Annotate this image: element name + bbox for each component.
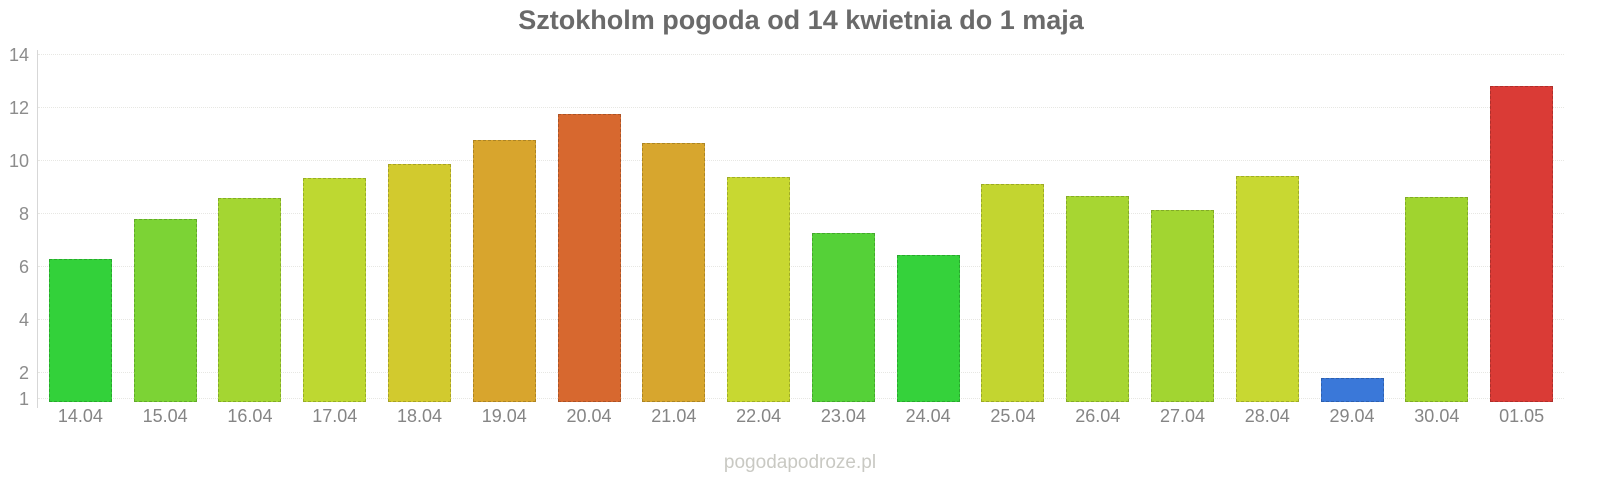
bar-16.04[interactable] — [218, 198, 282, 402]
x-axis-label-26.04: 26.04 — [1075, 406, 1121, 426]
x-axis-label-16.04: 16.04 — [227, 406, 273, 426]
bar-15.04[interactable] — [133, 219, 197, 402]
x-axis-label-22.04: 22.04 — [736, 406, 782, 426]
chart-title: Sztokholm pogoda od 14 kwietnia do 1 maj… — [518, 5, 1084, 35]
y-axis-label-2: 2 — [18, 362, 29, 383]
y-axis-line — [37, 50, 38, 408]
bar-21.04[interactable] — [642, 142, 706, 402]
x-axis-label-21.04: 21.04 — [651, 406, 697, 426]
x-axis-label-30.04: 30.04 — [1414, 406, 1460, 426]
bar-28.04[interactable] — [1235, 175, 1299, 402]
gridline-2 — [38, 371, 1564, 373]
x-axis-label-18.04: 18.04 — [396, 406, 443, 426]
bar-24.04[interactable] — [896, 255, 960, 402]
bar-25.04[interactable] — [981, 183, 1045, 402]
bar-19.04[interactable] — [472, 140, 536, 402]
gridline-8 — [38, 213, 1564, 215]
x-axis-label-23.04: 23.04 — [820, 406, 866, 426]
gridline-1 — [38, 398, 1564, 400]
bar-17.04[interactable] — [303, 178, 367, 402]
bar-27.04[interactable] — [1151, 210, 1214, 402]
x-axis-label-14.04: 14.04 — [57, 406, 103, 426]
gridline-4 — [38, 318, 1564, 320]
x-axis-label-28.04: 28.04 — [1244, 406, 1290, 426]
bar-30.04[interactable] — [1405, 196, 1469, 402]
gridline-14 — [38, 54, 1564, 56]
y-axis-label-12: 12 — [8, 98, 29, 119]
bar-20.04[interactable] — [557, 113, 621, 402]
watermark: pogodapodroze.pl — [723, 452, 877, 473]
x-axis-label-01.05: 01.05 — [1499, 406, 1545, 426]
x-axis-label-29.04: 29.04 — [1329, 406, 1375, 426]
bar-18.04[interactable] — [388, 163, 451, 402]
gridline-6 — [38, 266, 1564, 268]
y-axis-label-6: 6 — [18, 257, 29, 278]
bar-22.04[interactable] — [727, 177, 791, 402]
gridline-12 — [38, 107, 1564, 109]
plot-area: 1 2 4 6 8 10 12 14 14.04 15.04 16.04 17.04 18.04 19.… — [9, 46, 1564, 426]
bar-01.05[interactable] — [1490, 85, 1554, 402]
x-axis-label-20.04: 20.04 — [566, 406, 612, 426]
bar-26.04[interactable] — [1066, 195, 1130, 402]
y-axis-label-4: 4 — [18, 309, 29, 330]
y-axis-label-10: 10 — [8, 151, 29, 172]
y-axis-label-8: 8 — [18, 204, 29, 225]
x-axis-label-27.04: 27.04 — [1159, 406, 1206, 426]
bar-14.04[interactable] — [48, 259, 112, 402]
bar-29.04[interactable] — [1320, 378, 1384, 402]
y-axis-label-14: 14 — [8, 45, 29, 66]
x-axis-label-15.04: 15.04 — [142, 406, 188, 426]
x-axis-label-25.04: 25.04 — [990, 406, 1036, 426]
bar-23.04[interactable] — [811, 232, 875, 402]
gridline-10 — [38, 160, 1564, 162]
x-axis-label-24.04: 24.04 — [905, 406, 951, 426]
x-axis-label-19.04: 19.04 — [481, 406, 527, 426]
y-axis-label-1: 1 — [18, 389, 29, 410]
x-axis-label-17.04: 17.04 — [312, 406, 358, 426]
